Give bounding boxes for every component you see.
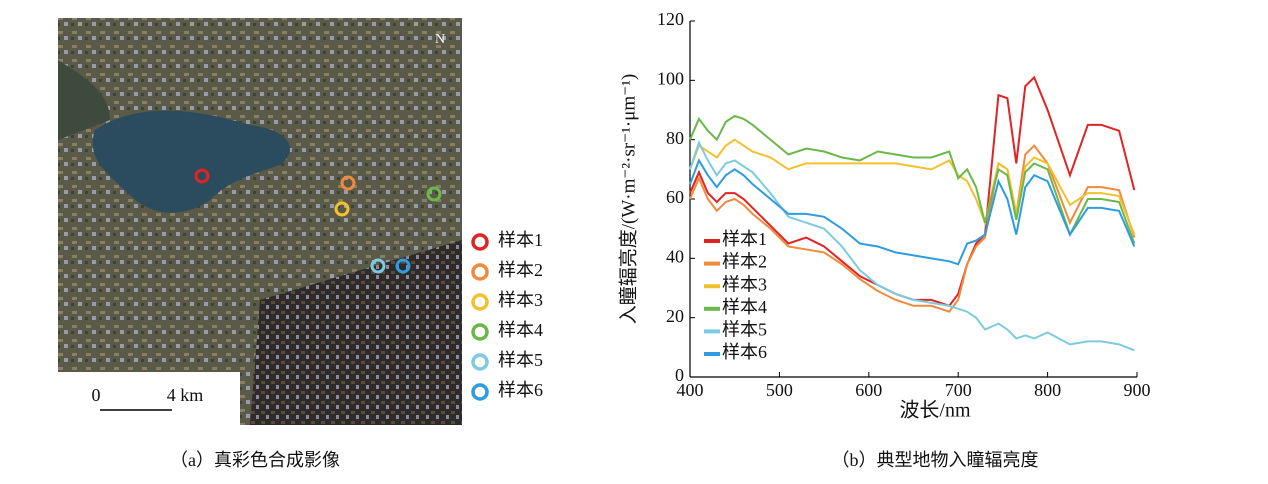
sample-ring <box>334 201 350 217</box>
lake <box>92 110 290 213</box>
series-line <box>689 158 1136 266</box>
y-tick-label: 20 <box>666 306 684 326</box>
fields <box>250 240 462 425</box>
legend-ring <box>471 233 489 251</box>
sample-ring <box>426 186 442 202</box>
legend-ring <box>471 263 489 281</box>
legend-label: 样本4 <box>722 297 767 317</box>
legend-label: 样本1 <box>722 229 767 249</box>
x-tick-label: 600 <box>855 380 882 400</box>
legend-label: 样本6 <box>722 342 767 362</box>
scale-start: 0 <box>92 385 101 405</box>
legend-label: 样本1 <box>498 230 543 250</box>
legend-label: 样本6 <box>498 380 543 400</box>
x-tick-label: 800 <box>1034 380 1061 400</box>
scale-box <box>58 372 240 425</box>
y-tick-label: 100 <box>657 68 684 88</box>
legend-label: 样本5 <box>498 350 543 370</box>
sample-ring <box>370 258 386 274</box>
caption-b: （b）典型地物入瞳辐亮度 <box>832 450 1039 470</box>
scale-end: 4 km <box>167 385 204 405</box>
legend-label: 样本3 <box>722 274 767 294</box>
y-tick-label: 80 <box>666 128 684 148</box>
x-axis-label: 波长/nm <box>899 399 971 422</box>
sample-ring <box>340 175 356 191</box>
legend-ring <box>471 323 489 341</box>
sample-ring <box>194 168 210 184</box>
series-line <box>689 144 1136 313</box>
y-axis-label: 入瞳辐亮度/(W·m⁻²·sr⁻¹·μm⁻¹) <box>617 74 639 325</box>
x-tick-label: 700 <box>945 380 972 400</box>
legend-label: 样本2 <box>722 252 767 272</box>
series-line <box>689 114 1136 244</box>
legend-label: 样本5 <box>722 320 767 340</box>
x-tick-label: 500 <box>766 380 793 400</box>
caption-a: （a）真彩色合成影像 <box>170 450 340 470</box>
legend-ring <box>471 353 489 371</box>
legend-label: 样本4 <box>498 320 543 340</box>
y-tick-label: 40 <box>666 246 684 266</box>
y-tick-label: 0 <box>675 365 684 385</box>
x-tick-label: 400 <box>677 380 704 400</box>
legend-ring <box>471 383 489 401</box>
hills <box>58 60 110 140</box>
legend-label: 样本2 <box>498 260 543 280</box>
series-line <box>689 138 1136 235</box>
legend-label: 样本3 <box>498 290 543 310</box>
sample-ring <box>395 258 411 274</box>
x-tick-label: 900 <box>1124 380 1151 400</box>
y-tick-label: 120 <box>657 9 684 29</box>
north-label: N <box>435 32 445 47</box>
series-line <box>689 140 1135 352</box>
y-tick-label: 60 <box>666 187 684 207</box>
satellite-image: N 0 4 km <box>58 18 462 425</box>
legend-ring <box>471 293 489 311</box>
series-line <box>689 75 1136 307</box>
